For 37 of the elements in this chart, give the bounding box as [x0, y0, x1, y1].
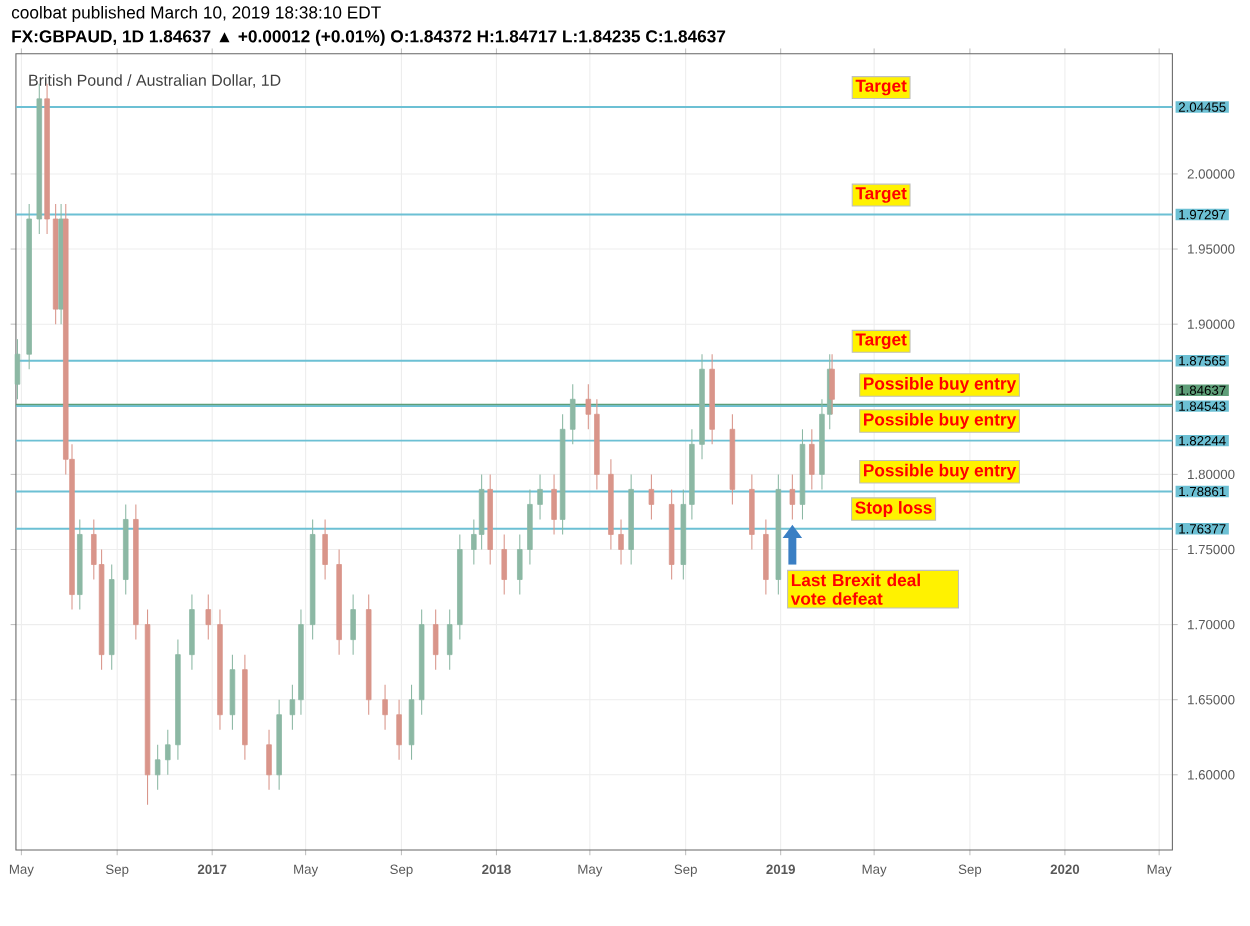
- chart-subtitle: FX:GBPAUD, 1D 1.84637 ▲ +0.00012 (+0.01%) O:1.84372 H:1.84717 L:1.84235 C:1.84637: [12, 30, 726, 47]
- candlestick: [551, 474, 557, 536]
- candlestick: [763, 519, 769, 596]
- candlestick: [501, 534, 507, 596]
- candlestick: [229, 654, 236, 731]
- candlestick: [205, 594, 212, 641]
- candlestick: [408, 684, 415, 761]
- candlestick: [527, 489, 533, 566]
- annotation: Possible buy entry: [864, 377, 1017, 394]
- annotation: Possible buy entry: [864, 463, 1017, 481]
- candlestick: [749, 474, 755, 551]
- candlestick: [570, 383, 576, 446]
- candlestick: [189, 594, 195, 671]
- candlestick: [14, 338, 21, 401]
- candlestick: [154, 744, 161, 791]
- annotation: Target: [855, 187, 907, 204]
- candlestick: [382, 684, 388, 731]
- candlestick: [618, 519, 624, 566]
- candlestick: [517, 534, 523, 596]
- candlestick: [537, 474, 543, 521]
- candlestick: [322, 519, 328, 581]
- candlestick: [396, 699, 402, 761]
- candlestick: [266, 729, 272, 791]
- candlestick: [648, 474, 655, 521]
- candlestick: [809, 429, 815, 491]
- annotation: Last Brexit deal vote defeat: [790, 573, 920, 606]
- candlestick: [165, 729, 171, 776]
- candlestick: [432, 609, 439, 671]
- annotation: Target: [855, 333, 907, 350]
- text: coolbat published March 10, 2019 18:38:10 EDT: [11, 6, 381, 23]
- annotation: Target: [855, 80, 907, 96]
- annotation: Stop loss: [855, 501, 932, 518]
- candlestick: [350, 594, 356, 656]
- candlestick: [478, 474, 485, 551]
- candlestick: [446, 609, 453, 671]
- candlestick: [789, 474, 796, 521]
- annotation: Possible buy entry: [864, 413, 1017, 430]
